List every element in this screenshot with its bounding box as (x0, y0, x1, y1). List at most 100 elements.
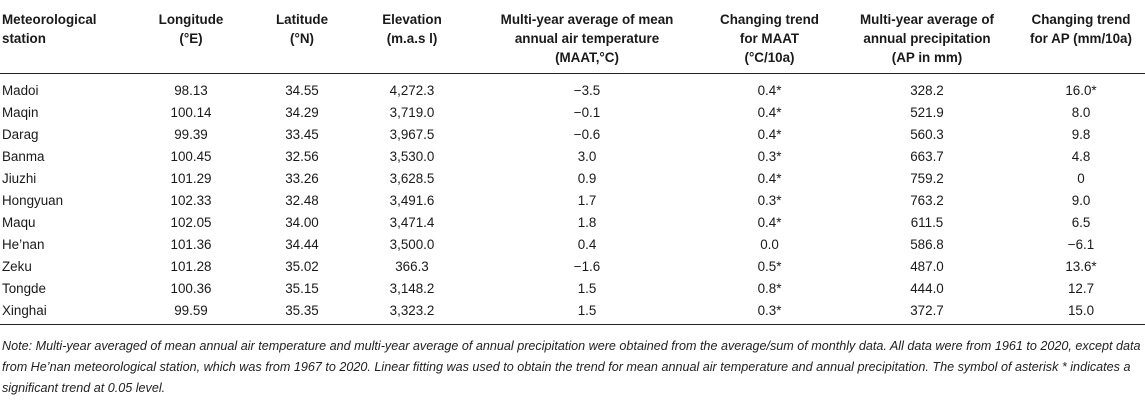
table-header: Meteorological station Longitude (°E) Latitu… (0, 0, 1145, 74)
table-row: Banma 100.45 32.56 3,530.0 3.0 0.3* 663.7 4.8 (0, 146, 1145, 168)
table-cell: 0.8* (757, 280, 782, 296)
table-cell: 1.7 (577, 192, 597, 208)
table-cell: 372.7 (837, 299, 1017, 325)
table-cell: 101.36 (170, 236, 212, 252)
table-cell: 32.48 (285, 192, 319, 208)
table-row: Jiuzhi 101.29 33.26 3,628.5 0.9 0.4* 759.2 0 (0, 168, 1145, 190)
station-name-cell: He’nan (2, 236, 45, 252)
table-cell: 35.35 (252, 299, 352, 325)
table-cell: 366.3 (395, 258, 429, 274)
column-header-line: for AP (mm/10a) (1030, 31, 1132, 46)
table-cell: 0 (1077, 170, 1085, 186)
table-cell: 4,272.3 (389, 82, 435, 98)
table-cell: 9.8 (1071, 126, 1091, 142)
table-cell: 0.4* (757, 214, 782, 230)
column-header-line: Elevation (382, 12, 442, 27)
table-cell: 0.4* (757, 170, 782, 186)
table-cell: 99.59 (130, 299, 252, 325)
table-cell: 560.3 (910, 126, 944, 142)
table-cell: 0.9 (577, 170, 597, 186)
table-cell: 0.0 (760, 236, 779, 252)
table-cell: 3,500.0 (389, 236, 435, 252)
table-cell: 0.4* (757, 104, 782, 120)
table-cell: 763.2 (910, 192, 944, 208)
table-cell: 3,719.0 (389, 104, 435, 120)
station-name-cell: Jiuzhi (2, 170, 37, 186)
table-cell: 0.4 (577, 236, 597, 252)
table-row: Xinghai 99.59 35.35 3,323.2 1.5 0.3* 372.7 15.0 (0, 299, 1145, 325)
station-name-cell: Xinghai (0, 299, 130, 325)
station-name-cell: Hongyuan (2, 192, 64, 208)
table-cell: 487.0 (910, 258, 944, 274)
table-cell: 3.0 (577, 148, 597, 164)
column-header-line: (MAAT,°C) (555, 50, 619, 65)
table-cell: 3,471.4 (389, 214, 435, 230)
table-cell: 98.13 (174, 82, 208, 98)
table-cell: 99.39 (174, 126, 208, 142)
column-header-line: Multi-year average of mean (500, 12, 674, 27)
table-row: He’nan 101.36 34.44 3,500.0 0.4 0.0 586.8 −6.1 (0, 234, 1145, 256)
header-row: Meteorological station Longitude (°E) Latitu… (0, 0, 1145, 74)
table-cell: 3,323.2 (352, 299, 472, 325)
table-cell: 0.3* (757, 148, 782, 164)
column-header-line: Changing trend (720, 12, 819, 27)
column-header-line: (°N) (290, 31, 314, 46)
table-row: Madoi 98.13 34.55 4,272.3 −3.5 0.4* 328.2 16.0* (0, 73, 1145, 102)
table-cell: 34.55 (285, 82, 319, 98)
table-cell: −1.6 (573, 258, 601, 274)
table-cell: 100.14 (170, 104, 212, 120)
table-cell: 34.44 (285, 236, 319, 252)
meteorological-stations-table: Meteorological station Longitude (°E) Latitu… (0, 0, 1145, 325)
table-cell: 9.0 (1071, 192, 1091, 208)
table-body: Madoi 98.13 34.55 4,272.3 −3.5 0.4* 328.2 16.0*… (0, 73, 1145, 325)
column-header-line: annual precipitation (863, 31, 991, 46)
station-name-cell: Banma (2, 148, 45, 164)
table-row: Darag 99.39 33.45 3,967.5 −0.6 0.4* 560.3 9.8 (0, 124, 1145, 146)
table-cell: 3,148.2 (389, 280, 435, 296)
column-header: Multi-year average of mean annual air tem… (472, 0, 702, 74)
table-cell: 4.8 (1071, 148, 1091, 164)
column-header-line: for MAAT (739, 31, 800, 46)
table-cell: 0.4* (757, 126, 782, 142)
table-cell: 101.28 (170, 258, 212, 274)
column-header-line: (AP in mm) (891, 50, 963, 65)
table-row: Maqu 102.05 34.00 3,471.4 1.8 0.4* 611.5 6.5 (0, 212, 1145, 234)
table-cell: 1.5 (577, 280, 597, 296)
table-cell: −0.1 (573, 104, 601, 120)
column-header: Changing trend for MAAT (°C/10a) (702, 0, 837, 74)
table-cell: 102.05 (170, 214, 212, 230)
table-row: Tongde 100.36 35.15 3,148.2 1.5 0.8* 444.0 12.7 (0, 278, 1145, 300)
table-cell: 6.5 (1071, 214, 1091, 230)
table-cell: 8.0 (1071, 104, 1091, 120)
table-cell: 102.33 (170, 192, 212, 208)
column-header: Latitude (°N) (252, 0, 352, 74)
column-header-line: (m.a.s l) (386, 31, 438, 46)
table-cell: 35.02 (285, 258, 319, 274)
table-cell: 3,530.0 (389, 148, 435, 164)
table-cell: 3,967.5 (389, 126, 435, 142)
column-header-line: annual air temperature (514, 31, 660, 46)
table-cell: 33.26 (285, 170, 319, 186)
table-cell: 35.15 (285, 280, 319, 296)
table-cell: 3,491.6 (389, 192, 435, 208)
station-name-cell: Tongde (2, 280, 46, 296)
column-header: Elevation (m.a.s l) (352, 0, 472, 74)
table-row: Maqin 100.14 34.29 3,719.0 −0.1 0.4* 521.9 8.0 (0, 102, 1145, 124)
table-cell: 34.00 (285, 214, 319, 230)
table-cell: 521.9 (910, 104, 944, 120)
table-cell: 611.5 (910, 214, 944, 230)
table-cell: −3.5 (573, 82, 601, 98)
station-name-cell: Darag (2, 126, 39, 142)
column-header-line: Meteorological (2, 12, 97, 27)
table-cell: 13.6* (1065, 258, 1097, 274)
column-header-line: Latitude (275, 12, 329, 27)
table-row: Zeku 101.28 35.02 366.3 −1.6 0.5* 487.0 13.6* (0, 256, 1145, 278)
table-cell: 328.2 (910, 82, 944, 98)
column-header-line: (°C/10a) (744, 50, 795, 65)
table-cell: 100.45 (170, 148, 212, 164)
table-cell: 444.0 (910, 280, 944, 296)
table-cell: 0.3* (702, 299, 837, 325)
column-header: Multi-year average of annual precipitatio… (837, 0, 1017, 74)
table-cell: 15.0 (1017, 299, 1145, 325)
